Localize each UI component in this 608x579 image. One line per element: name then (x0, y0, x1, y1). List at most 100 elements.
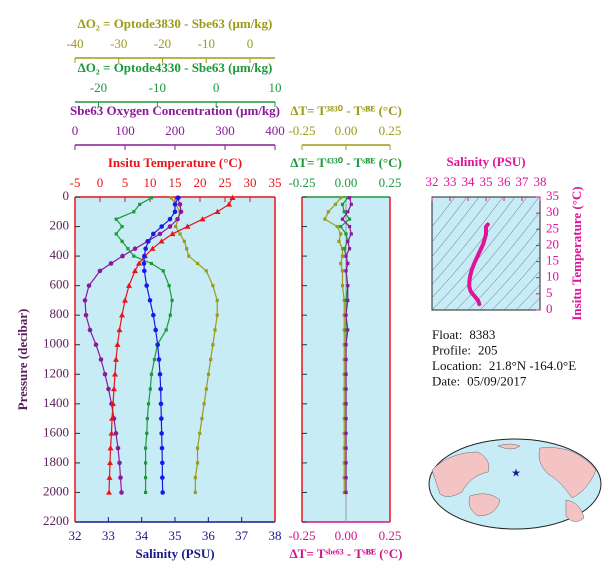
marker (106, 474, 113, 480)
x-axis-title: ΔO₂ = Optode3830 - Sbe63 (μm/kg) (78, 16, 273, 31)
y-tick-label: 5 (546, 285, 553, 300)
marker (209, 357, 213, 362)
x-tick-label: 0.25 (379, 123, 402, 138)
marker (344, 269, 348, 273)
x-tick-label: 35 (169, 528, 182, 543)
y-tick-label: 0 (546, 301, 553, 316)
y-tick-label: 15 (546, 253, 559, 268)
marker (342, 247, 346, 251)
marker (342, 328, 346, 332)
marker (157, 371, 163, 377)
y-tick-label: 1200 (43, 365, 69, 380)
marker (211, 343, 215, 347)
marker (175, 216, 180, 222)
marker (346, 196, 350, 200)
info-value: 21.8°N -164.0°E (489, 358, 576, 373)
marker (202, 402, 206, 406)
marker (132, 246, 138, 252)
x-tick-label: 0.00 (335, 175, 358, 190)
marker (344, 476, 348, 480)
x-tick-label: 37 (235, 528, 249, 543)
marker (342, 298, 346, 303)
info-value: 8383 (469, 327, 495, 342)
marker (339, 261, 343, 266)
marker (340, 254, 345, 258)
marker (141, 261, 147, 266)
marker (157, 231, 163, 237)
marker (344, 416, 348, 421)
marker (344, 254, 348, 258)
x-tick-label: 32 (69, 528, 82, 543)
marker (153, 327, 158, 333)
x-axis-title: ΔT= Tˢᵇᵉ⁶³ - Tˢᴮᴱ (°C) (290, 546, 403, 561)
marker (339, 224, 343, 229)
marker (144, 283, 149, 288)
marker (159, 445, 165, 451)
marker (126, 247, 130, 251)
marker (111, 386, 117, 392)
marker (335, 224, 339, 229)
marker (107, 459, 113, 466)
x-tick-label: 0 (72, 123, 79, 138)
marker (344, 402, 348, 406)
marker (198, 431, 202, 435)
marker (346, 261, 350, 266)
marker (344, 372, 348, 376)
marker (326, 210, 330, 214)
density-contour (432, 197, 516, 298)
marker (122, 297, 128, 303)
marker (226, 201, 232, 207)
density-contour (491, 256, 540, 310)
marker (195, 461, 200, 465)
marker (119, 490, 124, 495)
marker (169, 196, 173, 200)
marker (344, 461, 348, 465)
marker (149, 245, 156, 251)
x-tick-label: -10 (198, 36, 215, 51)
marker (143, 476, 148, 480)
ts-curve (467, 222, 490, 307)
marker (159, 416, 164, 421)
marker (120, 224, 124, 229)
x-tick-label: 400 (265, 123, 285, 138)
marker (116, 326, 123, 333)
marker (340, 202, 345, 206)
marker (172, 209, 178, 215)
y-tick-label: 1600 (43, 424, 69, 439)
density-contour (432, 197, 504, 285)
x-axis-title: ΔO₂ = Optode4330 - Sbe63 (μm/kg) (78, 60, 273, 75)
marker (113, 431, 119, 436)
y-tick-label: 10 (546, 269, 559, 284)
marker (120, 253, 125, 259)
marker (342, 416, 346, 421)
y-tick-label: 2000 (43, 483, 69, 498)
marker (342, 446, 346, 450)
marker (170, 298, 174, 303)
density-contour (588, 197, 608, 310)
marker (142, 253, 147, 259)
x-tick-label: 35 (269, 175, 282, 190)
x-axis-title: ΔT= T⁴³³⁰ - Tˢᴮᴱ (°C) (290, 155, 402, 170)
y-tick-label: 1800 (43, 454, 69, 469)
marker (119, 312, 125, 318)
info-line: Float: 8383 (432, 327, 495, 342)
y-tick-label: 20 (546, 236, 559, 251)
density-contour (432, 197, 480, 258)
marker (108, 261, 114, 266)
marker (118, 475, 123, 480)
marker (347, 247, 352, 251)
y-tick-label: 0 (63, 188, 70, 203)
density-contour (432, 197, 456, 228)
marker (347, 217, 352, 221)
marker (215, 313, 219, 317)
marker (149, 372, 154, 376)
marker (344, 328, 348, 332)
marker (347, 196, 352, 200)
marker (344, 357, 348, 362)
density-contour (443, 197, 540, 310)
marker (120, 239, 124, 243)
marker (114, 217, 118, 221)
marker (110, 400, 116, 407)
marker (174, 224, 178, 229)
marker (145, 431, 149, 435)
